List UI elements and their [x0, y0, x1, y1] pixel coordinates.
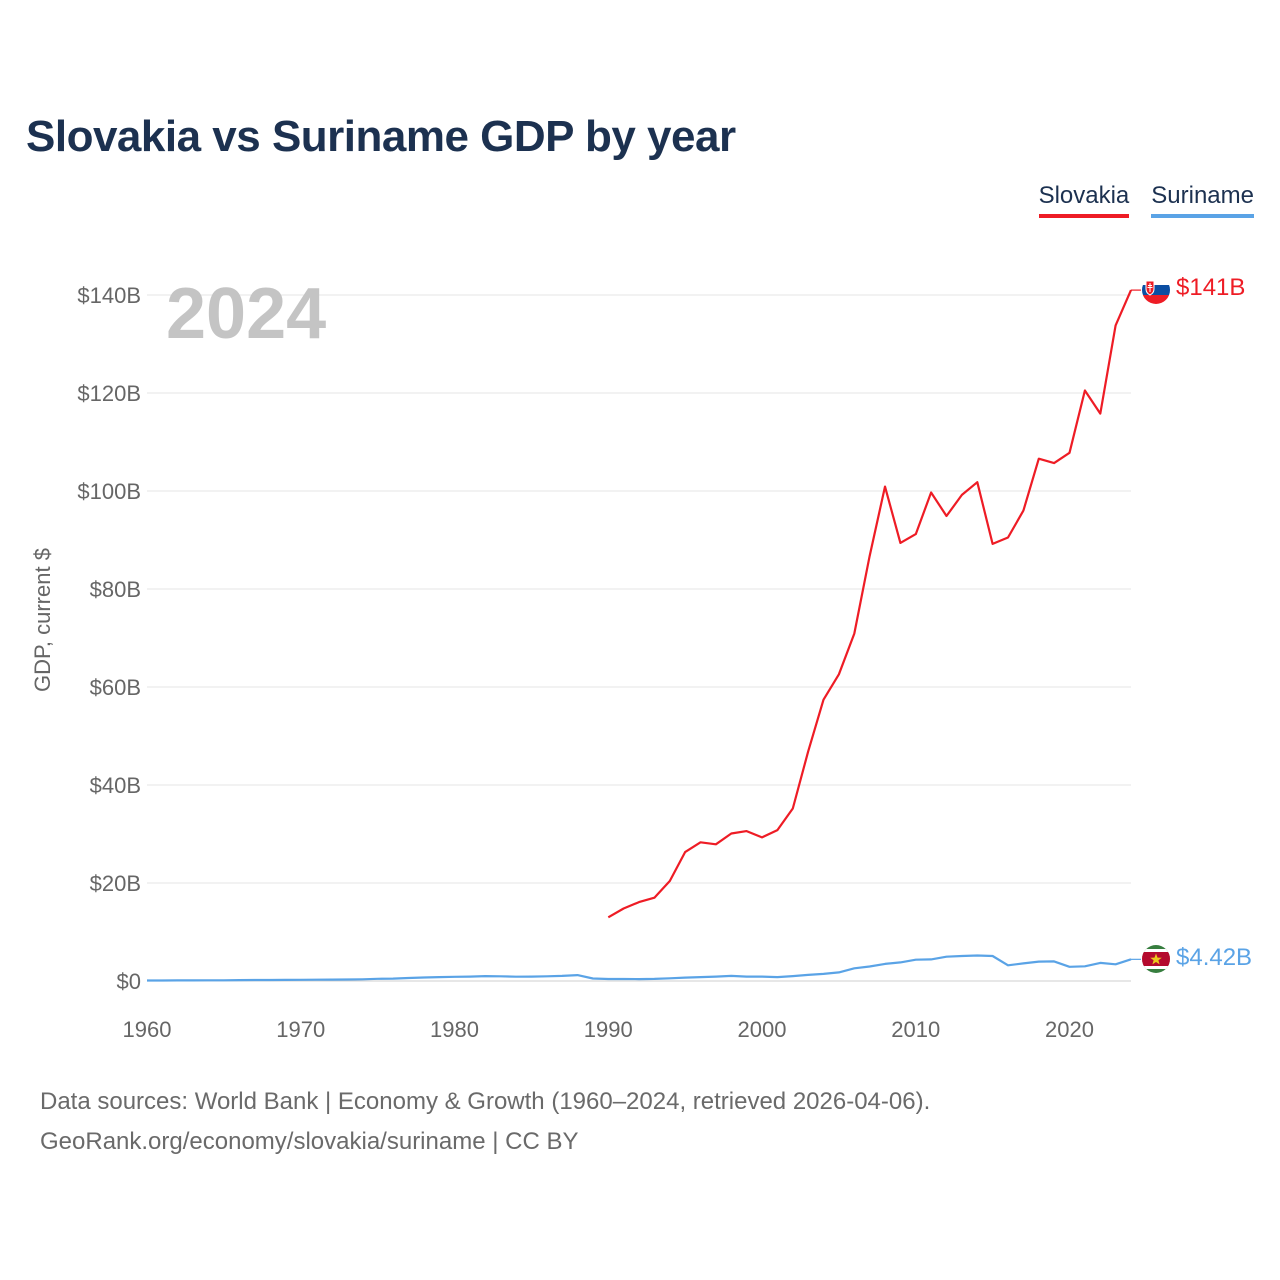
source-line-link[interactable]: GeoRank.org/economy/slovakia/suriname | …	[40, 1128, 579, 1155]
legend: Slovakia Suriname	[1038, 182, 1254, 218]
suriname-flag	[1142, 945, 1170, 973]
x-tick-label: 1980	[430, 1017, 479, 1042]
year-label: 2024	[166, 274, 326, 354]
x-axis-ticks: 1960 1970 1980 1990 2000 2010 2020	[123, 1017, 1094, 1042]
slovakia-end-label: $141B	[1176, 274, 1245, 301]
source-line-data: Data sources: World Bank | Economy & Gro…	[40, 1088, 931, 1115]
y-tick-label: $120B	[77, 381, 141, 406]
x-tick-label: 1960	[123, 1017, 172, 1042]
series-lines	[147, 289, 1141, 982]
y-tick-label: $100B	[77, 479, 141, 504]
x-tick-label: 1970	[276, 1017, 325, 1042]
series-line-slovakia	[607, 289, 1133, 919]
slovakia-flag	[1142, 276, 1170, 304]
source-note: Data sources: World Bank | Economy & Gro…	[40, 1082, 930, 1162]
x-tick-label: 1990	[584, 1017, 633, 1042]
y-tick-label: $140B	[77, 283, 141, 308]
x-tick-label: 2020	[1045, 1017, 1094, 1042]
y-tick-label: $40B	[90, 773, 141, 798]
series-line-suriname	[147, 954, 1132, 982]
chart-title: Slovakia vs Suriname GDP by year	[26, 112, 736, 161]
y-axis-label: GDP, current $	[30, 548, 55, 692]
y-tick-label: $20B	[90, 871, 141, 896]
x-tick-label: 2010	[891, 1017, 940, 1042]
y-axis-ticks: $0 $20B $40B $60B $80B $100B $120B $140B	[77, 283, 141, 994]
y-tick-label: $80B	[90, 577, 141, 602]
grid-lines	[147, 294, 1131, 982]
y-tick-label: $0	[117, 969, 141, 994]
x-tick-label: 2000	[738, 1017, 787, 1042]
legend-item-suriname[interactable]: Suriname	[1151, 182, 1254, 218]
suriname-end-label: $4.42B	[1176, 944, 1252, 971]
y-tick-label: $60B	[90, 675, 141, 700]
legend-item-slovakia[interactable]: Slovakia	[1038, 182, 1130, 218]
